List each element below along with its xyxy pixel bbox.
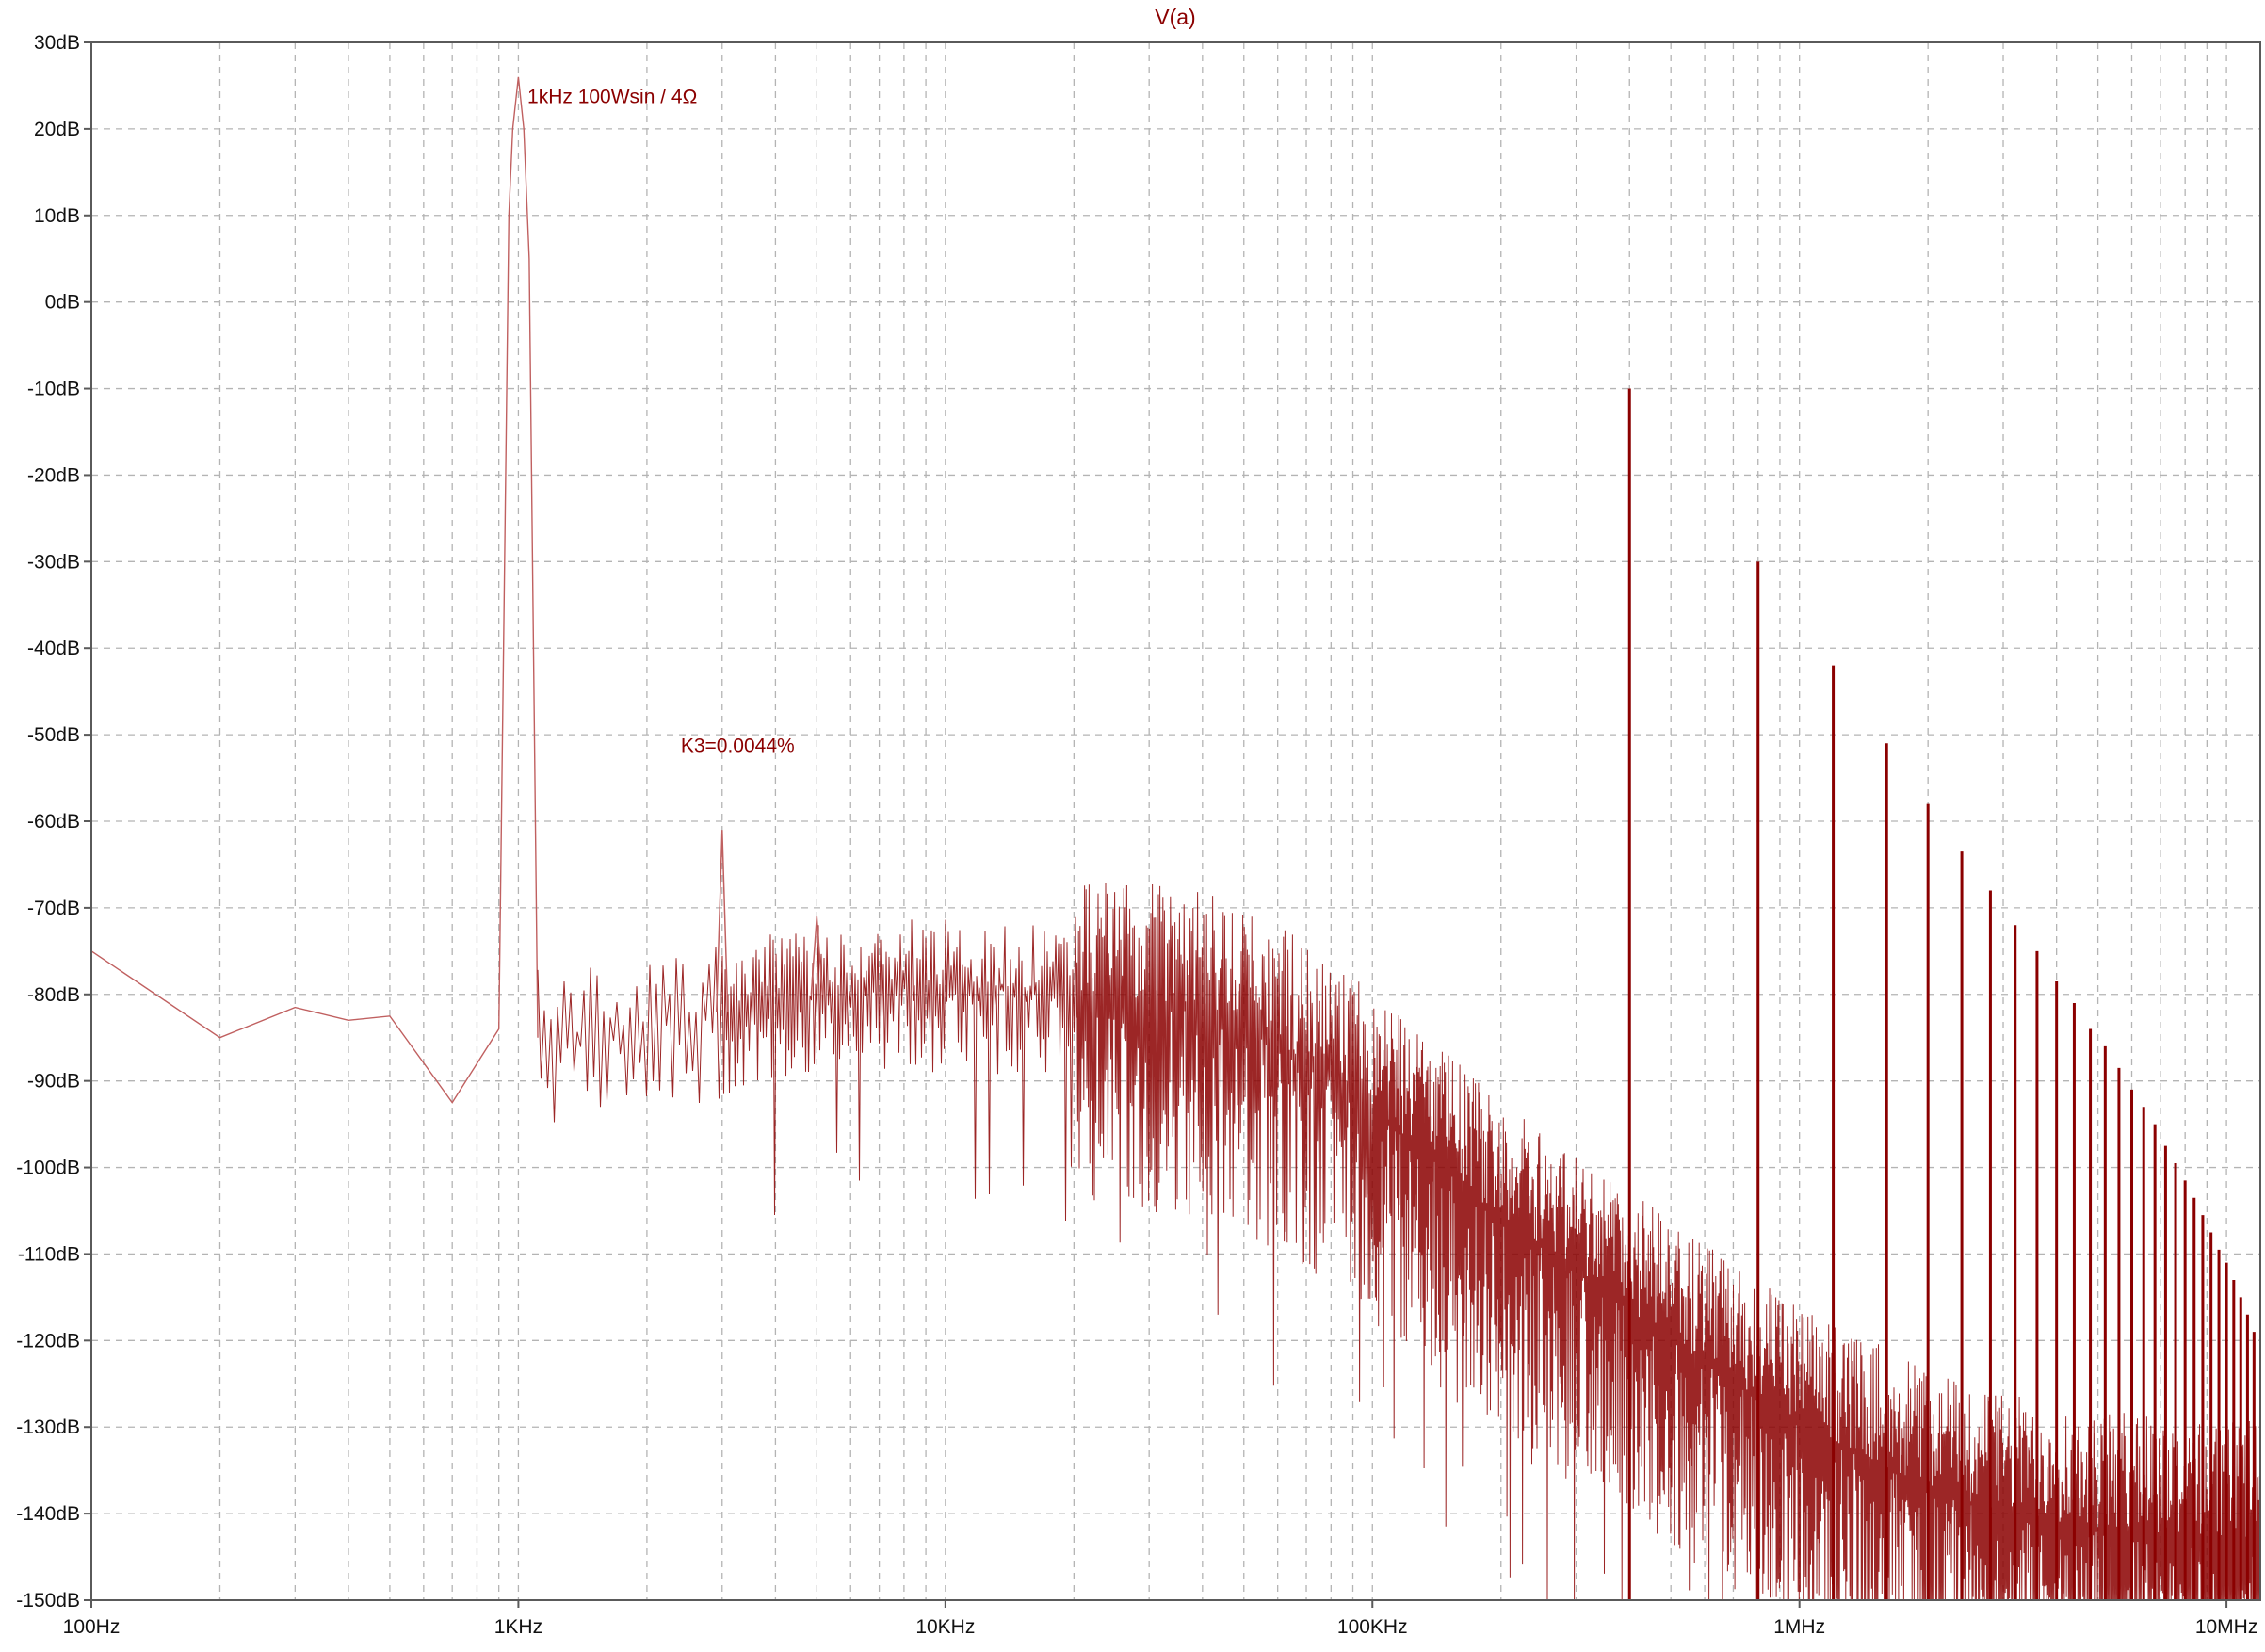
y-tick-label: -130dB (16, 1417, 80, 1438)
y-tick-label: -90dB (27, 1071, 80, 1093)
y-tick-label: -120dB (16, 1330, 80, 1352)
x-tick-label: 100Hz (63, 1616, 121, 1638)
harmonic-peak-1 (810, 916, 824, 995)
x-axis-ticks: 100Hz 1KHz 10KHz 100KHz 1MHz 10MHz (63, 1600, 2258, 1638)
y-axis-ticks: 30dB 20dB 10dB 0dB -10dB -20dB -30dB -40dB -50dB… (16, 32, 91, 1612)
major-gridlines (91, 42, 2260, 1600)
y-tick-label: 10dB (34, 205, 80, 227)
y-tick-label: -40dB (27, 638, 80, 659)
annotation-fundamental: 1kHz 100Wsin / 4Ω (527, 86, 697, 107)
trace-noise (537, 883, 2261, 1601)
y-tick-label: -10dB (27, 379, 80, 400)
trace-v-a (90, 76, 2261, 1601)
y-tick-label: -50dB (27, 724, 80, 746)
harmonic-peak-0 (716, 830, 729, 1012)
y-tick-label: -80dB (27, 984, 80, 1006)
x-tick-label: 1KHz (494, 1616, 542, 1638)
x-tick-label: 100KHz (1337, 1616, 1408, 1638)
y-tick-label: -110dB (18, 1243, 80, 1265)
annotation-k3: K3=0.0044% (681, 735, 795, 756)
y-tick-label: 30dB (34, 32, 80, 54)
y-tick-label: -70dB (27, 898, 80, 919)
y-tick-label: -30dB (27, 551, 80, 573)
y-tick-label: -150dB (16, 1590, 80, 1612)
y-tick-label: 20dB (34, 119, 80, 140)
chart-title: V(a) (1155, 5, 1195, 29)
y-tick-label: -60dB (27, 811, 80, 833)
y-tick-label: 0dB (45, 292, 80, 314)
y-tick-label: -20dB (27, 464, 80, 486)
x-tick-label: 1MHz (1773, 1616, 1825, 1638)
trace-low-segment (90, 76, 539, 1104)
x-tick-label: 10KHz (915, 1616, 975, 1638)
y-tick-label: -140dB (16, 1503, 80, 1525)
y-tick-label: -100dB (16, 1158, 80, 1179)
x-tick-label: 10MHz (2195, 1616, 2258, 1638)
